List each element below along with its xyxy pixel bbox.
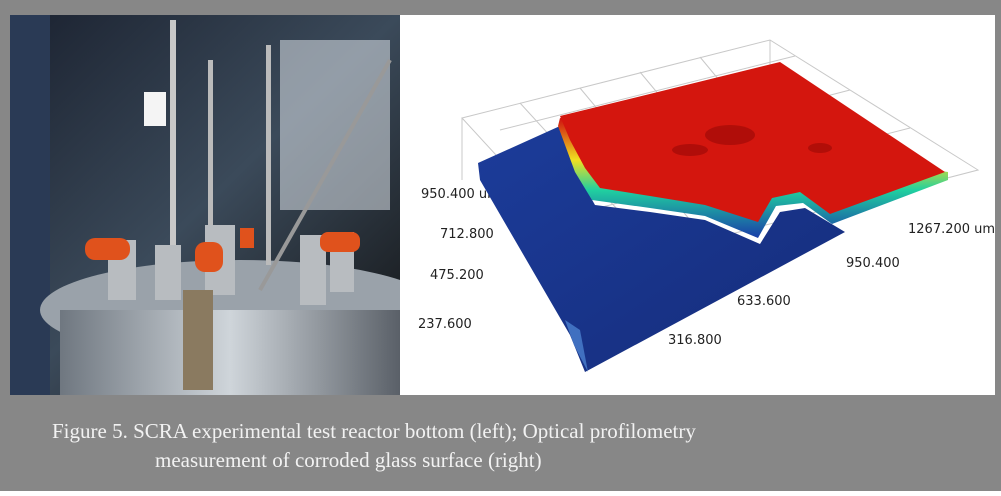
caption-line: measurement of corroded glass surface (r… <box>155 448 542 472</box>
x-axis-label: 316.800 <box>668 333 722 348</box>
y-axis-label: 712.800 <box>440 227 494 242</box>
reactor-photo <box>10 15 440 395</box>
x-axis-label: 633.600 <box>737 294 791 309</box>
x-axis-label: 1267.200 um <box>908 222 995 237</box>
page: 950.400 um 712.800 475.200 237.600 316.8… <box>0 0 1001 491</box>
y-axis-label: 475.200 <box>430 268 484 283</box>
figure: 950.400 um 712.800 475.200 237.600 316.8… <box>0 0 1001 491</box>
y-axis-label: 237.600 <box>418 317 472 332</box>
profilometry-plot: 950.400 um 712.800 475.200 237.600 316.8… <box>400 15 995 395</box>
x-axis-label: 950.400 <box>846 256 900 271</box>
caption-line: Figure 5. SCRA experimental test reactor… <box>52 419 696 443</box>
